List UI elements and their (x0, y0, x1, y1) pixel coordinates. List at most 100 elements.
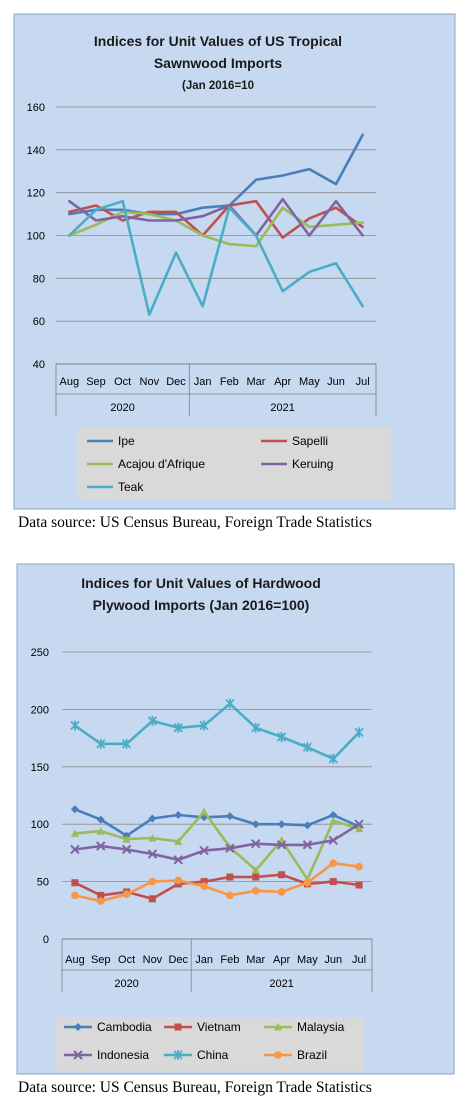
legend-box (78, 428, 391, 500)
data-point (174, 876, 183, 885)
y-tick-label: 160 (27, 102, 45, 114)
x-tick-label: Sep (86, 376, 106, 388)
data-point (226, 891, 234, 900)
data-point (354, 727, 364, 738)
x-tick-label: Jul (356, 376, 370, 388)
data-point (355, 881, 363, 889)
legend-marker (173, 1050, 183, 1060)
chart-title-line: Indices for Unit Values of Hardwood (81, 575, 321, 591)
series-keruing (68, 197, 365, 237)
sawnwood-chart: Indices for Unit Values of US Tropical Sa… (13, 13, 456, 510)
series-brazil (71, 859, 363, 905)
x-tick-label: Nov (143, 954, 163, 966)
legend-entry: Malaysia (264, 1020, 345, 1034)
category-axis (61, 938, 373, 992)
data-point (278, 871, 286, 879)
legend-label: Indonesia (97, 1048, 149, 1062)
legend-box (56, 1017, 363, 1071)
data-point (251, 722, 261, 733)
legend-entry: Acajou d'Afrique (87, 457, 205, 471)
legend-label: China (197, 1048, 229, 1062)
data-point (96, 897, 105, 905)
x-tick-label: Dec (166, 376, 186, 388)
chart-title-line: Indices for Unit Values of US Tropical (94, 33, 342, 49)
data-point (70, 720, 80, 731)
data-point (226, 873, 234, 881)
data-point (276, 840, 287, 850)
data-source-note: Data source: US Census Bureau, Foreign T… (18, 1079, 372, 1096)
data-point (277, 820, 286, 829)
data-point (148, 814, 157, 823)
x-tick-label: Feb (220, 954, 239, 966)
data-point (329, 811, 338, 820)
data-point (251, 820, 260, 829)
data-point (148, 833, 157, 842)
data-point (121, 844, 132, 855)
y-tick-label: 100 (31, 819, 49, 831)
data-point (96, 841, 106, 851)
data-point (225, 812, 234, 821)
y-tick-label: 120 (27, 188, 45, 200)
series-line-ipe (68, 133, 365, 216)
x-tick-label: Jul (352, 954, 366, 966)
plywood-chart: Indices for Unit Values of Hardwood Plywo… (16, 563, 455, 1075)
data-point (200, 807, 209, 816)
x-tick-label: Apr (274, 376, 291, 388)
series-line-vietnam (73, 873, 361, 901)
data-point (199, 720, 209, 731)
x-tick-label: Aug (60, 376, 80, 388)
data-point (329, 859, 338, 868)
y-tick-label: 140 (27, 145, 45, 157)
legend-label: Ipe (118, 434, 135, 448)
chart-title-line: Sawnwood Imports (154, 55, 283, 71)
x-year-label: 2020 (114, 978, 138, 990)
series-indonesia (70, 819, 364, 865)
legend-marker (73, 1050, 83, 1060)
data-point (71, 879, 79, 887)
series-cambodia (70, 805, 364, 840)
data-point (276, 731, 287, 742)
x-tick-label: Oct (114, 376, 131, 388)
data-point (122, 835, 131, 843)
data-point (225, 698, 235, 709)
y-tick-label: 40 (33, 359, 45, 371)
series-acajou-d-afrique (68, 206, 365, 248)
x-year-label: 2021 (270, 402, 294, 414)
data-point (96, 827, 105, 835)
data-point (302, 840, 313, 850)
y-tick-label: 0 (43, 934, 49, 946)
data-point (303, 878, 312, 887)
legend-label: Sapelli (292, 434, 328, 448)
data-point (277, 888, 286, 896)
chart-title-line: (Jan 2016=10 (182, 80, 254, 92)
legend-entry: China (164, 1048, 229, 1062)
x-year-label: 2020 (110, 402, 134, 414)
data-point (329, 878, 337, 886)
data-point (355, 824, 364, 833)
data-source-note: Data source: US Census Bureau, Foreign T… (18, 514, 372, 531)
y-tick-label: 100 (27, 231, 45, 243)
legend-label: Acajou d'Afrique (118, 457, 205, 471)
data-point (200, 878, 208, 886)
x-tick-label: Oct (118, 954, 135, 966)
series-line-keruing (68, 197, 365, 237)
x-tick-label: Dec (168, 954, 188, 966)
legend-entry: Indonesia (64, 1048, 149, 1062)
legend-entry: Vietnam (164, 1020, 241, 1034)
legend-label: Cambodia (97, 1020, 152, 1034)
series-line-china (73, 702, 361, 761)
data-point (199, 845, 209, 856)
legend-entry: Brazil (264, 1048, 327, 1062)
data-point (70, 844, 80, 855)
x-tick-label: Feb (220, 376, 239, 388)
category-axis (55, 363, 377, 416)
legend-label: Vietnam (197, 1020, 241, 1034)
y-tick-label: 60 (33, 316, 45, 328)
data-point (173, 855, 183, 865)
x-tick-label: Sep (91, 954, 111, 966)
data-point (70, 829, 79, 837)
gridlines (56, 106, 376, 322)
x-tick-label: Nov (140, 376, 160, 388)
legend-marker (74, 1023, 82, 1031)
data-point (355, 862, 363, 871)
